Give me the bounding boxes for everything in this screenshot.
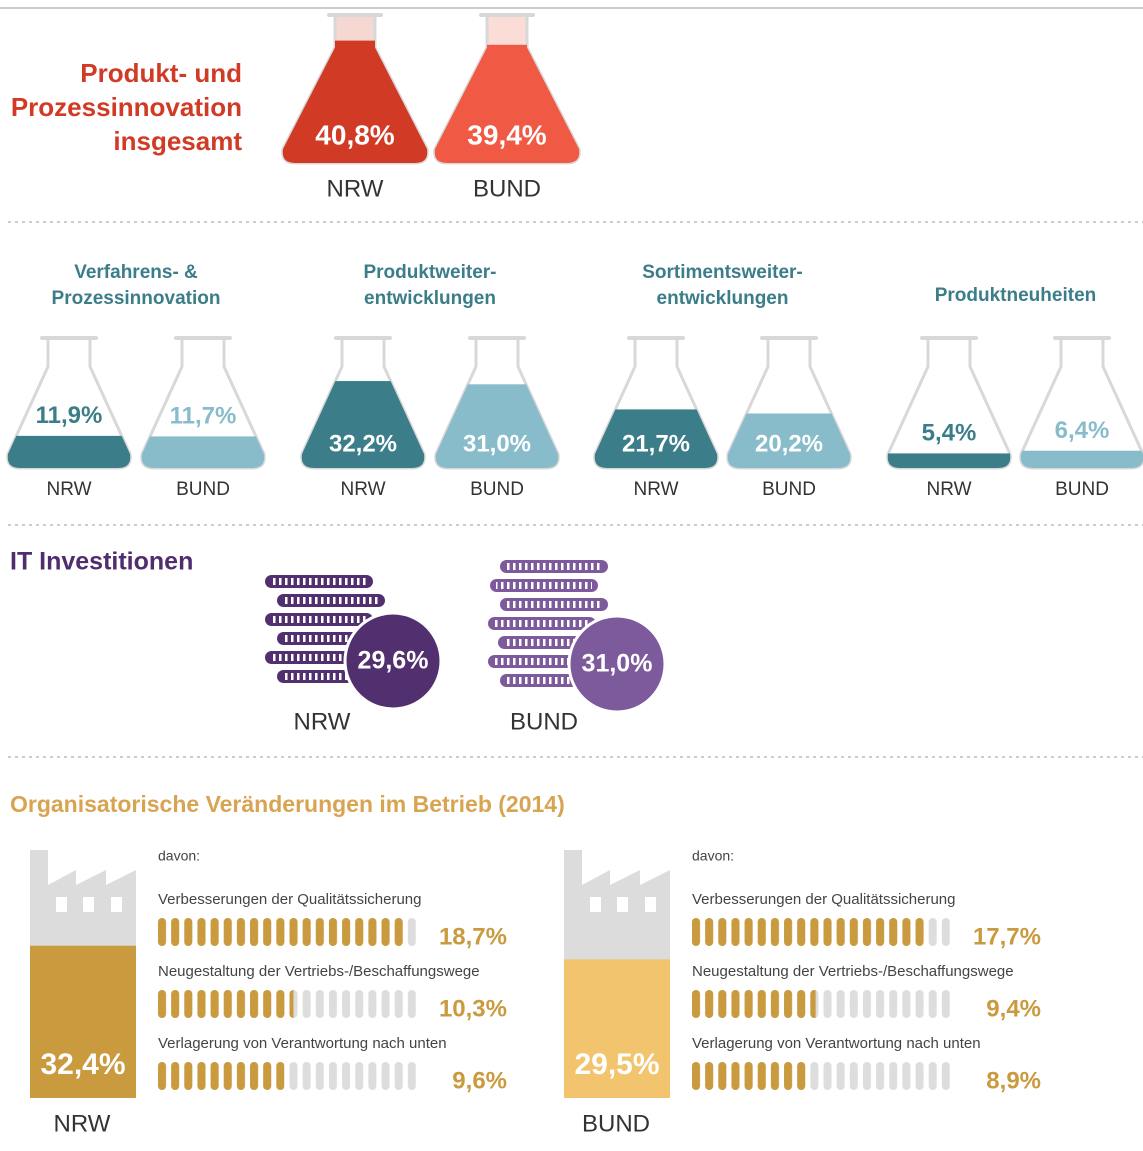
intro: davon: [158, 848, 200, 864]
factory-window [590, 897, 601, 912]
coin-ridges [283, 597, 379, 604]
flask-name: NRW [327, 175, 384, 202]
group-title: Prozessinnovation [52, 288, 221, 309]
row-label: Neugestaltung der Vertriebs-/Beschaffung… [692, 963, 1014, 980]
row-label: Verbesserungen der Qualitätssicherung [692, 891, 956, 908]
panel-name: NRW [54, 1110, 111, 1137]
flask-value: 20,2% [755, 430, 823, 457]
flask-value: 6,4% [1055, 417, 1110, 444]
coin-ridges [494, 620, 590, 627]
it-name: NRW [294, 708, 351, 735]
it-value: 29,6% [358, 647, 429, 675]
bar-fill [692, 1062, 810, 1090]
flask-value: 11,9% [36, 402, 103, 429]
flask-fill [594, 409, 718, 468]
coin-ridges [506, 601, 602, 608]
it-value: 31,0% [582, 650, 653, 678]
flask-name: BUND [762, 479, 816, 500]
flask-name: NRW [926, 479, 971, 500]
flask-fill [887, 453, 1011, 468]
flask-body [886, 336, 1012, 470]
row-value: 18,7% [439, 923, 507, 950]
flask-fill [141, 436, 265, 468]
flask-body [1019, 336, 1143, 470]
flask-value: 40,8% [315, 119, 394, 150]
section-title: Prozessinnovation [11, 92, 242, 122]
group-title: entwicklungen [364, 288, 496, 309]
coin-ridges [271, 654, 367, 661]
group-title: Sortimentsweiter- [642, 262, 802, 283]
factory-value: 32,4% [40, 1048, 125, 1081]
bar-fill [158, 990, 294, 1018]
section-title: Produkt- und [80, 58, 242, 88]
factory-window [617, 897, 628, 912]
row-value: 9,6% [452, 1067, 507, 1094]
factory-value: 29,5% [574, 1048, 659, 1081]
row-label: Neugestaltung der Vertriebs-/Beschaffung… [158, 963, 480, 980]
section-title: Organisatorische Veränderungen im Betrie… [10, 791, 565, 817]
group-title: entwicklungen [657, 288, 789, 309]
flask-name: BUND [1055, 479, 1109, 500]
flask-value: 21,7% [622, 430, 690, 457]
it-name: BUND [510, 708, 578, 735]
factory-fill [564, 959, 670, 1098]
value-badge [567, 614, 667, 714]
flask-name: BUND [473, 175, 541, 202]
coin-ridges [271, 616, 367, 623]
bar-fill [158, 1062, 285, 1090]
bar-fill [158, 918, 404, 946]
flask-name: BUND [176, 479, 230, 500]
bar-fill [692, 918, 925, 946]
coin-ridges [271, 578, 367, 585]
coin-ridges [506, 677, 602, 684]
coin-ridges [283, 673, 379, 680]
flask-value: 5,4% [922, 420, 977, 447]
flask-value: 11,7% [170, 403, 237, 430]
row-value: 9,4% [986, 995, 1041, 1022]
panel-name: BUND [582, 1110, 650, 1137]
group-title: Produktweiter- [363, 262, 496, 283]
section-title: IT Investitionen [10, 548, 193, 576]
flask-value: 32,2% [329, 430, 397, 457]
factory-window [83, 897, 94, 912]
coin-ridges [504, 639, 600, 646]
flask-fill [1020, 450, 1143, 468]
factory-window [645, 897, 656, 912]
row-label: Verlagerung von Verantwortung nach unten [158, 1035, 447, 1052]
bar-fill [692, 990, 816, 1018]
flask-value: 39,4% [467, 119, 546, 150]
coin-ridges [283, 635, 379, 642]
flask-name: NRW [46, 479, 91, 500]
row-value: 10,3% [439, 995, 507, 1022]
flask-value: 31,0% [463, 430, 531, 457]
group-title: Produktneuheiten [935, 285, 1097, 306]
intro: davon: [692, 848, 734, 864]
coin-ridges [506, 563, 602, 570]
row-value: 8,9% [986, 1067, 1041, 1094]
row-label: Verbesserungen der Qualitätssicherung [158, 891, 422, 908]
flask-name: NRW [340, 479, 385, 500]
factory-fill [30, 945, 136, 1098]
factory-window [56, 897, 67, 912]
coin-ridges [494, 658, 590, 665]
flask-fill [7, 435, 131, 468]
coin-ridges [496, 582, 592, 589]
value-badge [343, 611, 443, 711]
flask-name: NRW [633, 479, 678, 500]
group-title: Verfahrens- & [74, 262, 198, 283]
factory-window [111, 897, 122, 912]
row-label: Verlagerung von Verantwortung nach unten [692, 1035, 981, 1052]
flask-fill [727, 413, 851, 468]
section-title: insgesamt [113, 126, 242, 156]
flask-name: BUND [470, 479, 524, 500]
row-value: 17,7% [973, 923, 1041, 950]
